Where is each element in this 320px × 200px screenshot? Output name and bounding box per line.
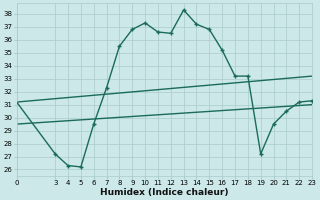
X-axis label: Humidex (Indice chaleur): Humidex (Indice chaleur) <box>100 188 228 197</box>
